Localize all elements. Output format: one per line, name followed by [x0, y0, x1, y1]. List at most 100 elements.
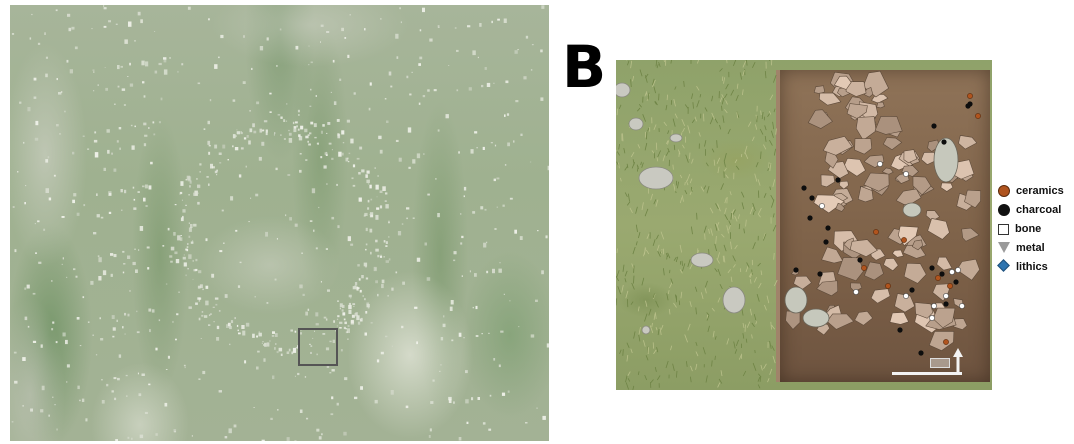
legend-label: lithics: [1016, 261, 1048, 273]
charcoal-find-marker: [835, 177, 841, 183]
stone: [821, 246, 844, 264]
legend-label: charcoal: [1016, 204, 1062, 216]
stone: [793, 275, 812, 290]
legend-label: bone: [1015, 223, 1042, 235]
legend-item-lithics: lithics: [997, 258, 1074, 276]
ceramics-find-marker: [935, 275, 941, 281]
stone: [903, 262, 927, 284]
charcoal-find-marker: [965, 103, 971, 109]
bone-find-marker: [903, 293, 909, 299]
stone: [669, 133, 683, 143]
finds-plot: [616, 60, 981, 390]
stone: [638, 166, 674, 190]
ceramics-find-marker: [943, 339, 949, 345]
stone: [628, 117, 644, 131]
stone: [883, 257, 899, 272]
ceramics-find-marker: [873, 229, 879, 235]
stone: [932, 307, 956, 329]
stone: [816, 280, 839, 297]
charcoal-find-marker: [857, 257, 863, 263]
finds-legend: ceramics charcoal bone metal lithics: [997, 182, 1074, 277]
stone: [881, 167, 894, 175]
charcoal-find-marker: [809, 195, 815, 201]
charcoal-find-marker: [793, 267, 799, 273]
stone: [874, 115, 903, 135]
charcoal-circle-icon: [998, 204, 1010, 216]
scale-board: [930, 358, 950, 368]
stone: [903, 149, 918, 164]
legend-item-charcoal: charcoal: [998, 201, 1074, 219]
charcoal-find-marker: [939, 271, 945, 277]
legend-item-metal: metal: [998, 239, 1074, 257]
stone: [784, 286, 808, 314]
stone: [833, 75, 852, 90]
stone: [936, 256, 953, 271]
ceramics-find-marker: [885, 283, 891, 289]
stone: [854, 310, 874, 326]
panel-b-label: B: [562, 33, 607, 101]
stone: [940, 182, 954, 192]
stone: [855, 116, 877, 141]
stone: [722, 286, 746, 314]
stone: [891, 249, 904, 258]
bone-square-icon: [998, 223, 1009, 235]
stone: [818, 92, 842, 106]
stone: [826, 313, 855, 330]
stone: [641, 325, 651, 335]
stone: [785, 310, 801, 330]
charcoal-find-marker: [943, 301, 949, 307]
stone: [882, 137, 903, 151]
stone: [961, 227, 980, 242]
stone: [854, 138, 873, 155]
ceramics-find-marker: [861, 265, 867, 271]
stone: [894, 293, 916, 313]
charcoal-find-marker: [918, 350, 924, 356]
bone-find-marker: [929, 315, 935, 321]
ceramics-find-marker: [947, 283, 953, 289]
stone: [901, 165, 919, 177]
stone: [876, 101, 885, 109]
excavation-photo: [616, 60, 992, 390]
charcoal-find-marker: [897, 327, 903, 333]
stone: [870, 288, 891, 304]
charcoal-find-marker: [931, 123, 937, 129]
bone-find-marker: [955, 267, 961, 273]
bone-find-marker: [959, 303, 965, 309]
charcoal-find-marker: [817, 271, 823, 277]
lithics-diamond-icon: [997, 259, 1010, 273]
stone: [864, 261, 884, 281]
stone: [911, 239, 923, 251]
stone: [958, 135, 978, 150]
stone: [857, 185, 874, 203]
stone: [802, 308, 830, 328]
ceramics-find-marker: [901, 237, 907, 243]
charcoal-find-marker: [823, 239, 829, 245]
bone-find-marker: [853, 289, 859, 295]
stone: [813, 85, 826, 95]
stone: [863, 172, 890, 192]
stone: [807, 109, 833, 129]
charcoal-find-marker: [801, 185, 807, 191]
charcoal-find-marker: [807, 215, 813, 221]
metal-triangle-icon: [998, 242, 1010, 254]
bone-find-marker: [931, 303, 937, 309]
charcoal-find-marker: [941, 139, 947, 145]
stone: [820, 174, 836, 188]
bone-find-marker: [949, 269, 955, 275]
aerial-photo-texture: [11, 5, 549, 441]
legend-label: ceramics: [1016, 185, 1064, 197]
bone-find-marker: [903, 171, 909, 177]
legend-item-bone: bone: [998, 220, 1074, 238]
stone: [933, 137, 959, 183]
stone: [838, 180, 849, 190]
stone: [928, 330, 955, 351]
stone: [889, 311, 910, 325]
aerial-photo: [10, 5, 549, 441]
stone: [927, 139, 940, 152]
stone: [616, 82, 631, 98]
charcoal-find-marker: [909, 287, 915, 293]
bone-find-marker: [819, 203, 825, 209]
stone: [843, 157, 866, 177]
ceramics-find-marker: [975, 113, 981, 119]
stone: [690, 252, 714, 268]
